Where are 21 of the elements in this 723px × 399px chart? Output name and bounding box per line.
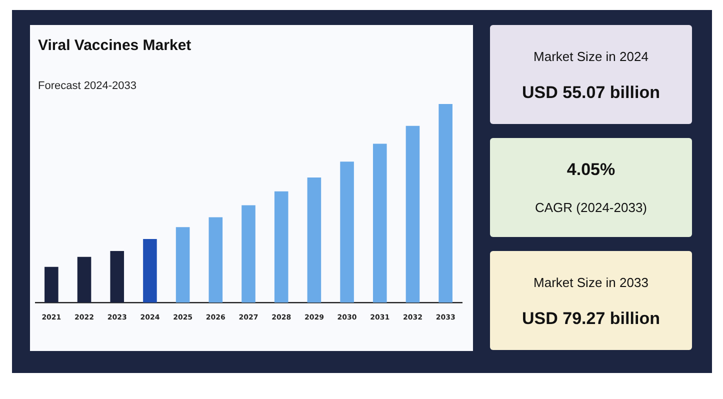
bar (242, 205, 256, 303)
chart-title: Viral Vaccines Market (38, 37, 192, 54)
bar (143, 239, 157, 303)
text: CAGR (2024-2033) (534, 200, 648, 215)
chart-subtitle: Forecast 2024-2033 (38, 80, 136, 92)
text: Market Size in 2024 (532, 49, 650, 64)
bar (274, 191, 288, 303)
bar (208, 217, 223, 303)
bar (176, 227, 190, 303)
text: USD 55.07 billion (521, 83, 661, 103)
bar (307, 177, 322, 303)
bar (110, 250, 124, 303)
bar (77, 256, 92, 303)
bar (438, 104, 452, 303)
text: USD 79.27 billion (521, 309, 661, 329)
bar (406, 126, 420, 303)
bar (340, 162, 354, 303)
bar (44, 266, 58, 303)
bar (372, 144, 387, 303)
text: Market Size in 2033 (532, 275, 650, 290)
text: 4.05% (566, 160, 616, 180)
